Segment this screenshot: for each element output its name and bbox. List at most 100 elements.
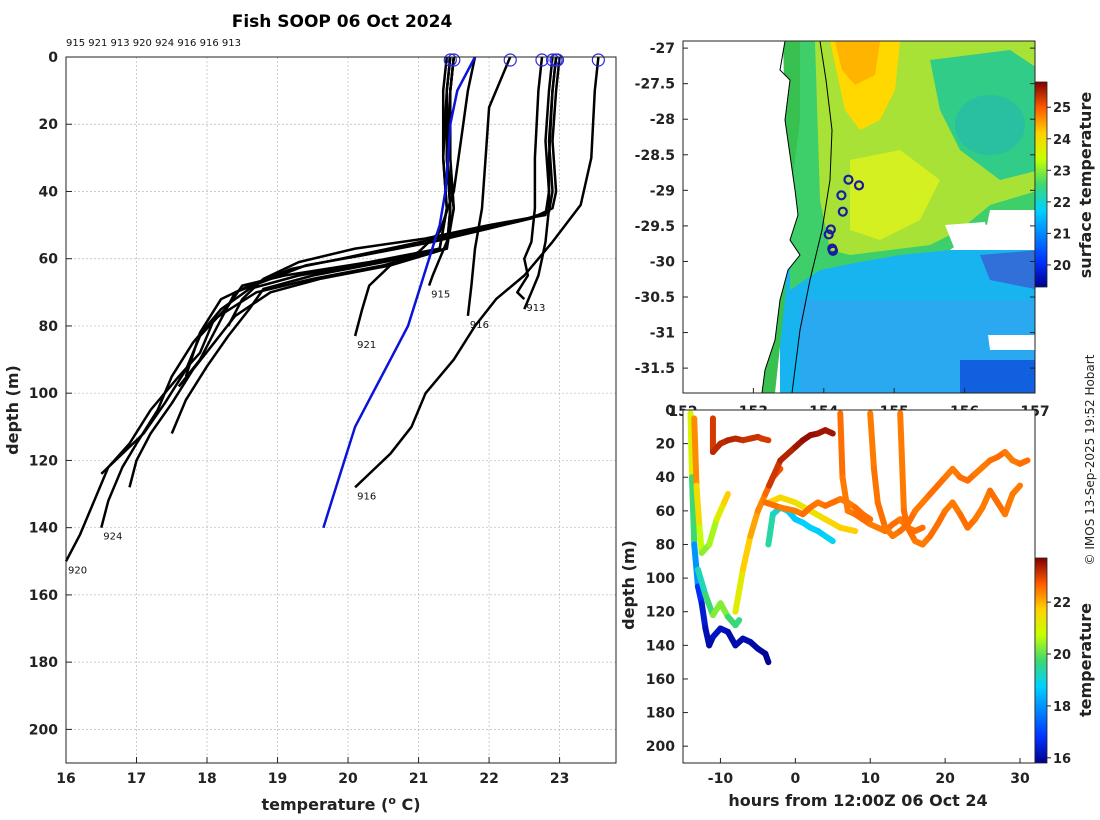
depth-tick-label: 80 (656, 537, 676, 553)
track-segment (870, 465, 881, 506)
credit-text: © IMOS 13-Sep-2025 19:52 Hobart (1083, 354, 1097, 565)
sst-colorbar-tick-label: 22 (1053, 196, 1071, 211)
sst-map-panel: -27 -27.5 -28 -28.5 -29 -29.5 -30 -30.5 -31 -31.5… (635, 40, 1095, 420)
profile-line (466, 56, 512, 317)
depth-tick-label: 200 (646, 739, 675, 755)
y-tick-label: 40 (39, 184, 59, 200)
y-tick-label: 100 (29, 386, 58, 402)
time-tick-label: 30 (1010, 771, 1030, 787)
time-tick-label: -10 (708, 771, 734, 787)
track-segment (1017, 457, 1031, 467)
depth-tick-label: 0 (665, 403, 675, 419)
track-segment (837, 524, 859, 535)
track-segment (765, 511, 776, 548)
sst-colorbar-tick-label: 25 (1053, 101, 1071, 116)
station-marker (853, 180, 865, 191)
temperature-colorbar-tick-label: 22 (1053, 596, 1071, 611)
temperature-colorbar-tick-label: 16 (1053, 752, 1071, 767)
track-segment (694, 566, 709, 598)
track-segment (721, 491, 731, 506)
lat-tick-label: -27 (650, 41, 675, 57)
track-segment (822, 533, 836, 545)
y-tick-label: 180 (29, 655, 58, 671)
y-tick-label: 200 (29, 722, 58, 738)
track-segment (874, 499, 889, 531)
depth-tick-label: 20 (656, 437, 676, 453)
surface-marker (443, 53, 457, 67)
sst-colorbar-tick-label: 21 (1053, 227, 1071, 242)
track-segment (777, 443, 799, 464)
track-segment (747, 507, 761, 540)
temperature-profile-panel: Fish SOOP 06 Oct 2024 915 921 913 920 92… (3, 12, 617, 814)
track-segment (1009, 482, 1024, 498)
track-segment (1002, 491, 1016, 518)
lat-tick-label: -30 (650, 254, 676, 270)
time-tick-label: 20 (935, 771, 955, 787)
lat-tick-label: -29.5 (635, 219, 675, 235)
sst-colorbar-tick-label: 23 (1053, 164, 1071, 179)
x-tick-label: 21 (409, 771, 428, 787)
depth-time-panel: -10 0 10 20 30 0 20 40 60 80 100 120 140 160 180 200 ho… (619, 403, 1095, 810)
track-segment (867, 410, 877, 472)
station-marker (843, 174, 854, 185)
time-tick-label: 0 (790, 771, 800, 787)
lat-tick-label: -28.5 (635, 148, 675, 164)
y-tick-label: 60 (39, 252, 59, 268)
track-segment (839, 474, 851, 514)
profile-label: 915 (431, 290, 450, 301)
sst-colorbar-tick-label: 24 (1053, 133, 1071, 148)
track-segment (859, 511, 874, 523)
depth-time-x-label: hours from 12:00Z 06 Oct 24 (728, 791, 987, 810)
track-segment (732, 617, 743, 629)
chart-title: Fish SOOP 06 Oct 2024 (232, 12, 453, 32)
sst-field (683, 41, 1035, 393)
y-tick-label: 80 (39, 319, 59, 335)
profile-line (354, 56, 600, 489)
sst-colorbar-tick-label: 20 (1053, 259, 1071, 274)
temperature-colorbar (1034, 557, 1048, 764)
lat-tick-label: -30.5 (635, 290, 675, 306)
lat-tick-label: -31 (650, 326, 675, 342)
depth-time-y-label: depth (m) (619, 540, 638, 630)
x-tick-label: 17 (127, 771, 146, 787)
profile-line (427, 56, 456, 287)
profile-label: 920 (68, 565, 87, 576)
y-tick-label: 120 (29, 453, 58, 469)
x-tick-label: 20 (338, 771, 358, 787)
temperature-colorbar-tick-label: 18 (1053, 700, 1071, 715)
profile-line (523, 56, 558, 310)
profile-line (100, 56, 449, 475)
y-tick-label: 140 (29, 521, 58, 537)
x-tick-label: 18 (197, 771, 216, 787)
lat-tick-label: -28 (650, 112, 675, 128)
surface-marker (545, 53, 560, 67)
x-tick-label: 16 (56, 771, 75, 787)
surface-marker (591, 53, 605, 67)
track-segment (912, 524, 926, 535)
track-segment (706, 516, 720, 548)
profile-line (170, 56, 452, 434)
temperature-colorbar-label: temperature (1076, 603, 1095, 717)
profile-line (177, 56, 561, 388)
y-tick-label: 20 (39, 117, 59, 133)
x-axis-label: temperature (o C) (261, 794, 420, 814)
track-segment (762, 650, 772, 666)
y-axis-label: depth (m) (3, 365, 22, 455)
surface-marker (447, 53, 461, 67)
station-marker (836, 190, 847, 201)
track-segment (693, 482, 703, 531)
profile-label: 916 (470, 320, 489, 331)
depth-tick-label: 40 (656, 470, 676, 486)
y-tick-label: 0 (48, 50, 58, 66)
track-segment (758, 435, 772, 444)
profile-label: 921 (357, 340, 376, 351)
fish-id-row: 915 921 913 920 924 916 916 913 (66, 38, 241, 49)
plot-frame (65, 56, 617, 764)
depth-tick-label: 160 (646, 672, 675, 688)
station-marker (827, 245, 839, 256)
depth-tick-label: 120 (646, 605, 675, 621)
depth-tick-label: 140 (646, 638, 675, 654)
lat-tick-label: -31.5 (635, 361, 675, 377)
track-segment (897, 410, 907, 514)
